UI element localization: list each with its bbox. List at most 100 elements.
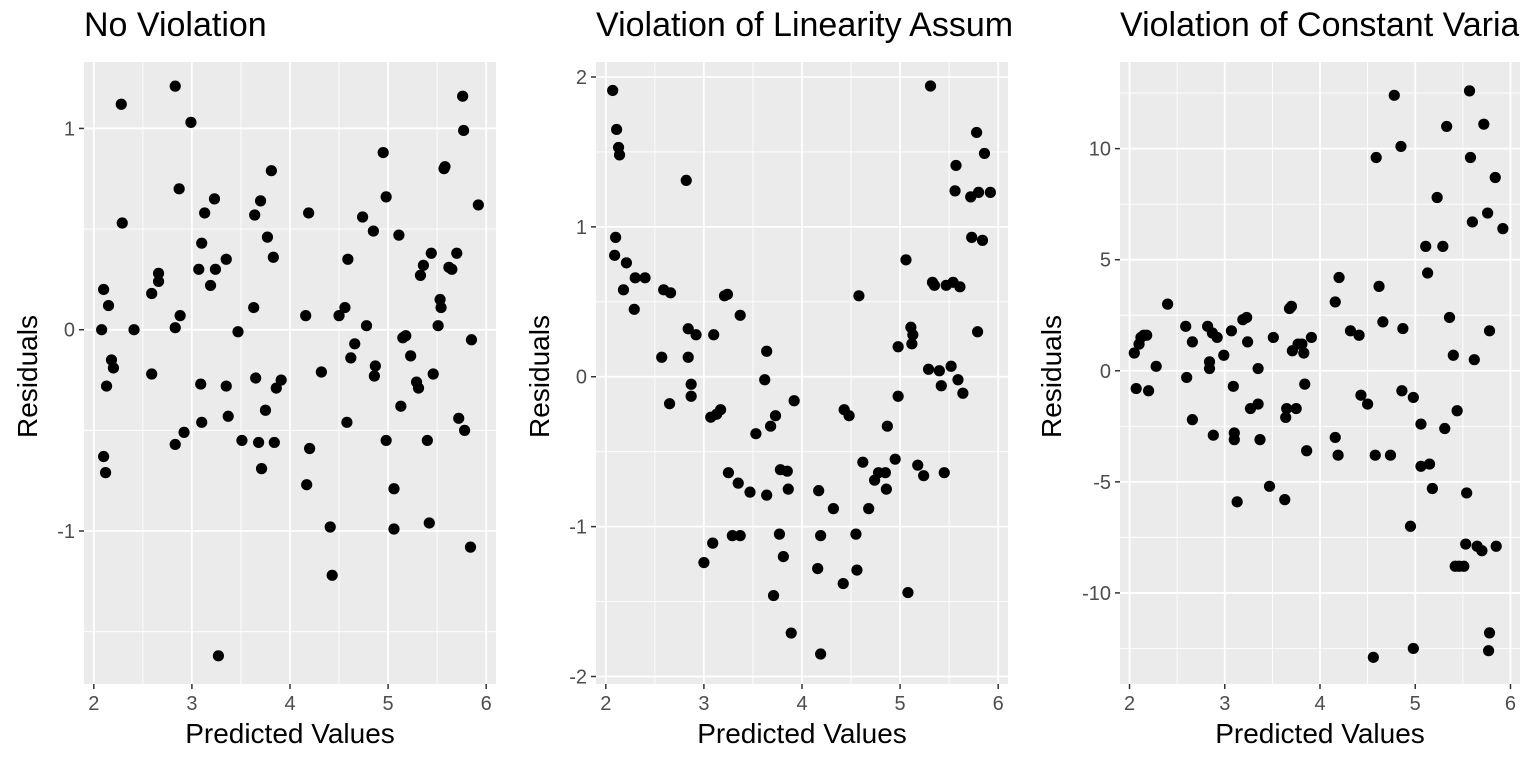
- data-point: [907, 329, 919, 341]
- data-point: [1423, 458, 1436, 470]
- data-point: [682, 323, 694, 335]
- data-point: [734, 309, 746, 321]
- data-point: [984, 186, 996, 198]
- data-point: [356, 211, 369, 223]
- x-tick-label: 2: [88, 693, 99, 715]
- x-tick-label: 2: [600, 693, 611, 715]
- data-point: [1142, 385, 1155, 397]
- data-point: [744, 486, 756, 498]
- data-point: [1296, 338, 1308, 350]
- data-point: [1298, 347, 1310, 359]
- data-point: [1141, 329, 1153, 341]
- data-point: [881, 420, 893, 432]
- data-point: [813, 485, 825, 497]
- data-point: [952, 374, 964, 386]
- data-point: [853, 290, 865, 302]
- data-point: [924, 80, 937, 92]
- data-point: [1415, 460, 1427, 472]
- data-point: [1458, 560, 1470, 572]
- data-point: [938, 467, 950, 479]
- data-point: [892, 341, 904, 353]
- data-point: [464, 541, 477, 553]
- data-point: [388, 483, 400, 495]
- data-point: [1482, 207, 1494, 219]
- x-tick-label: 3: [698, 693, 709, 715]
- data-point: [714, 404, 727, 416]
- data-point: [185, 116, 197, 128]
- data-point: [345, 352, 357, 364]
- data-point: [1290, 402, 1302, 415]
- data-point: [1461, 487, 1473, 499]
- data-point: [146, 368, 158, 380]
- data-point: [232, 326, 244, 338]
- data-point: [1460, 538, 1472, 550]
- data-point: [425, 247, 437, 259]
- data-point: [178, 426, 190, 438]
- data-point: [367, 225, 379, 237]
- data-point: [1254, 434, 1266, 446]
- data-point: [1130, 382, 1142, 395]
- data-point: [843, 410, 855, 422]
- data-point: [360, 320, 373, 332]
- chart-title: No Violation: [84, 6, 267, 44]
- data-point: [879, 467, 891, 479]
- data-point: [304, 442, 316, 455]
- data-point: [405, 350, 417, 362]
- data-point: [680, 174, 692, 187]
- y-tick-label: -5: [1093, 472, 1111, 494]
- data-point: [248, 301, 260, 314]
- data-point: [249, 209, 261, 221]
- data-point: [1466, 216, 1478, 228]
- data-point: [1329, 431, 1341, 444]
- data-point: [1451, 405, 1463, 417]
- panel-no-violation: No Violation Residuals Predicted Values …: [0, 0, 512, 768]
- data-point: [98, 283, 110, 296]
- data-point: [368, 370, 380, 382]
- data-point: [128, 324, 140, 336]
- data-point: [971, 126, 983, 139]
- data-point: [1437, 240, 1449, 252]
- data-point: [446, 263, 458, 275]
- data-point: [1231, 496, 1243, 508]
- data-point: [1285, 300, 1298, 312]
- data-point: [788, 395, 800, 407]
- data-point: [685, 378, 697, 390]
- chart-title: Violation of Linearity Assum: [596, 6, 1014, 44]
- y-tick-label: 0: [576, 367, 587, 389]
- data-point: [1373, 280, 1385, 292]
- data-point: [1344, 325, 1357, 337]
- data-point: [950, 159, 962, 172]
- data-point: [639, 272, 651, 284]
- data-point: [815, 648, 827, 660]
- data-point: [1280, 411, 1292, 424]
- data-point: [610, 231, 622, 243]
- data-point: [1422, 267, 1434, 279]
- data-point: [945, 360, 957, 372]
- data-point: [617, 284, 630, 296]
- data-point: [1128, 347, 1140, 359]
- data-point: [275, 374, 287, 386]
- data-point: [315, 366, 327, 378]
- data-point: [933, 365, 945, 377]
- data-point: [976, 234, 989, 246]
- data-point: [1299, 378, 1311, 390]
- data-point: [412, 382, 425, 394]
- data-point: [222, 410, 234, 422]
- data-point: [169, 80, 181, 92]
- data-point: [1252, 362, 1264, 375]
- data-point: [453, 412, 465, 424]
- y-tick-label: 5: [1100, 250, 1111, 272]
- data-point: [889, 453, 901, 465]
- y-tick-label: 0: [64, 320, 75, 342]
- data-point: [781, 465, 793, 477]
- x-tick-label: 3: [1219, 693, 1230, 715]
- data-point: [414, 269, 427, 281]
- data-point: [1478, 118, 1490, 130]
- data-point: [1404, 520, 1417, 532]
- data-point: [1228, 427, 1240, 439]
- data-point: [1370, 151, 1382, 164]
- data-point: [656, 351, 668, 363]
- y-tick-label: 10: [1089, 139, 1111, 161]
- data-point: [324, 521, 336, 533]
- data-point: [1468, 354, 1480, 366]
